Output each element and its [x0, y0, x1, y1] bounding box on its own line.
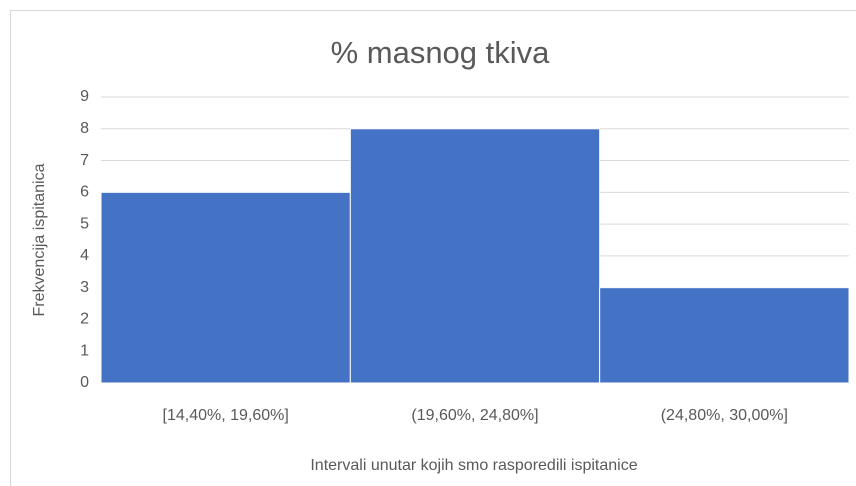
y-tick-label: 1: [80, 342, 89, 359]
y-tick-label: 0: [80, 374, 89, 391]
bar: [599, 287, 850, 384]
y-tick-label: 9: [80, 88, 89, 105]
x-tick-label: (19,60%, 24,80%]: [411, 407, 538, 424]
y-tick-label: 6: [80, 184, 89, 201]
bar: [349, 128, 601, 384]
x-axis-label: Intervali unutar kojih smo rasporedili i…: [310, 457, 637, 474]
y-tick-label: 5: [80, 215, 89, 232]
x-tick-label: (24,80%, 30,00%]: [661, 407, 788, 424]
y-tick-label: 2: [80, 311, 89, 328]
y-tick-label: 8: [80, 120, 89, 137]
x-tick-label: [14,40%, 19,60%]: [163, 407, 289, 424]
bar: [100, 191, 351, 384]
chart-title: % masnog tkiva: [331, 35, 551, 70]
y-tick-label: 3: [80, 279, 89, 296]
y-tick-label: 7: [80, 152, 89, 169]
y-tick-label: 4: [80, 247, 89, 264]
y-axis-label: Frekvencija ispitanica: [31, 163, 48, 316]
